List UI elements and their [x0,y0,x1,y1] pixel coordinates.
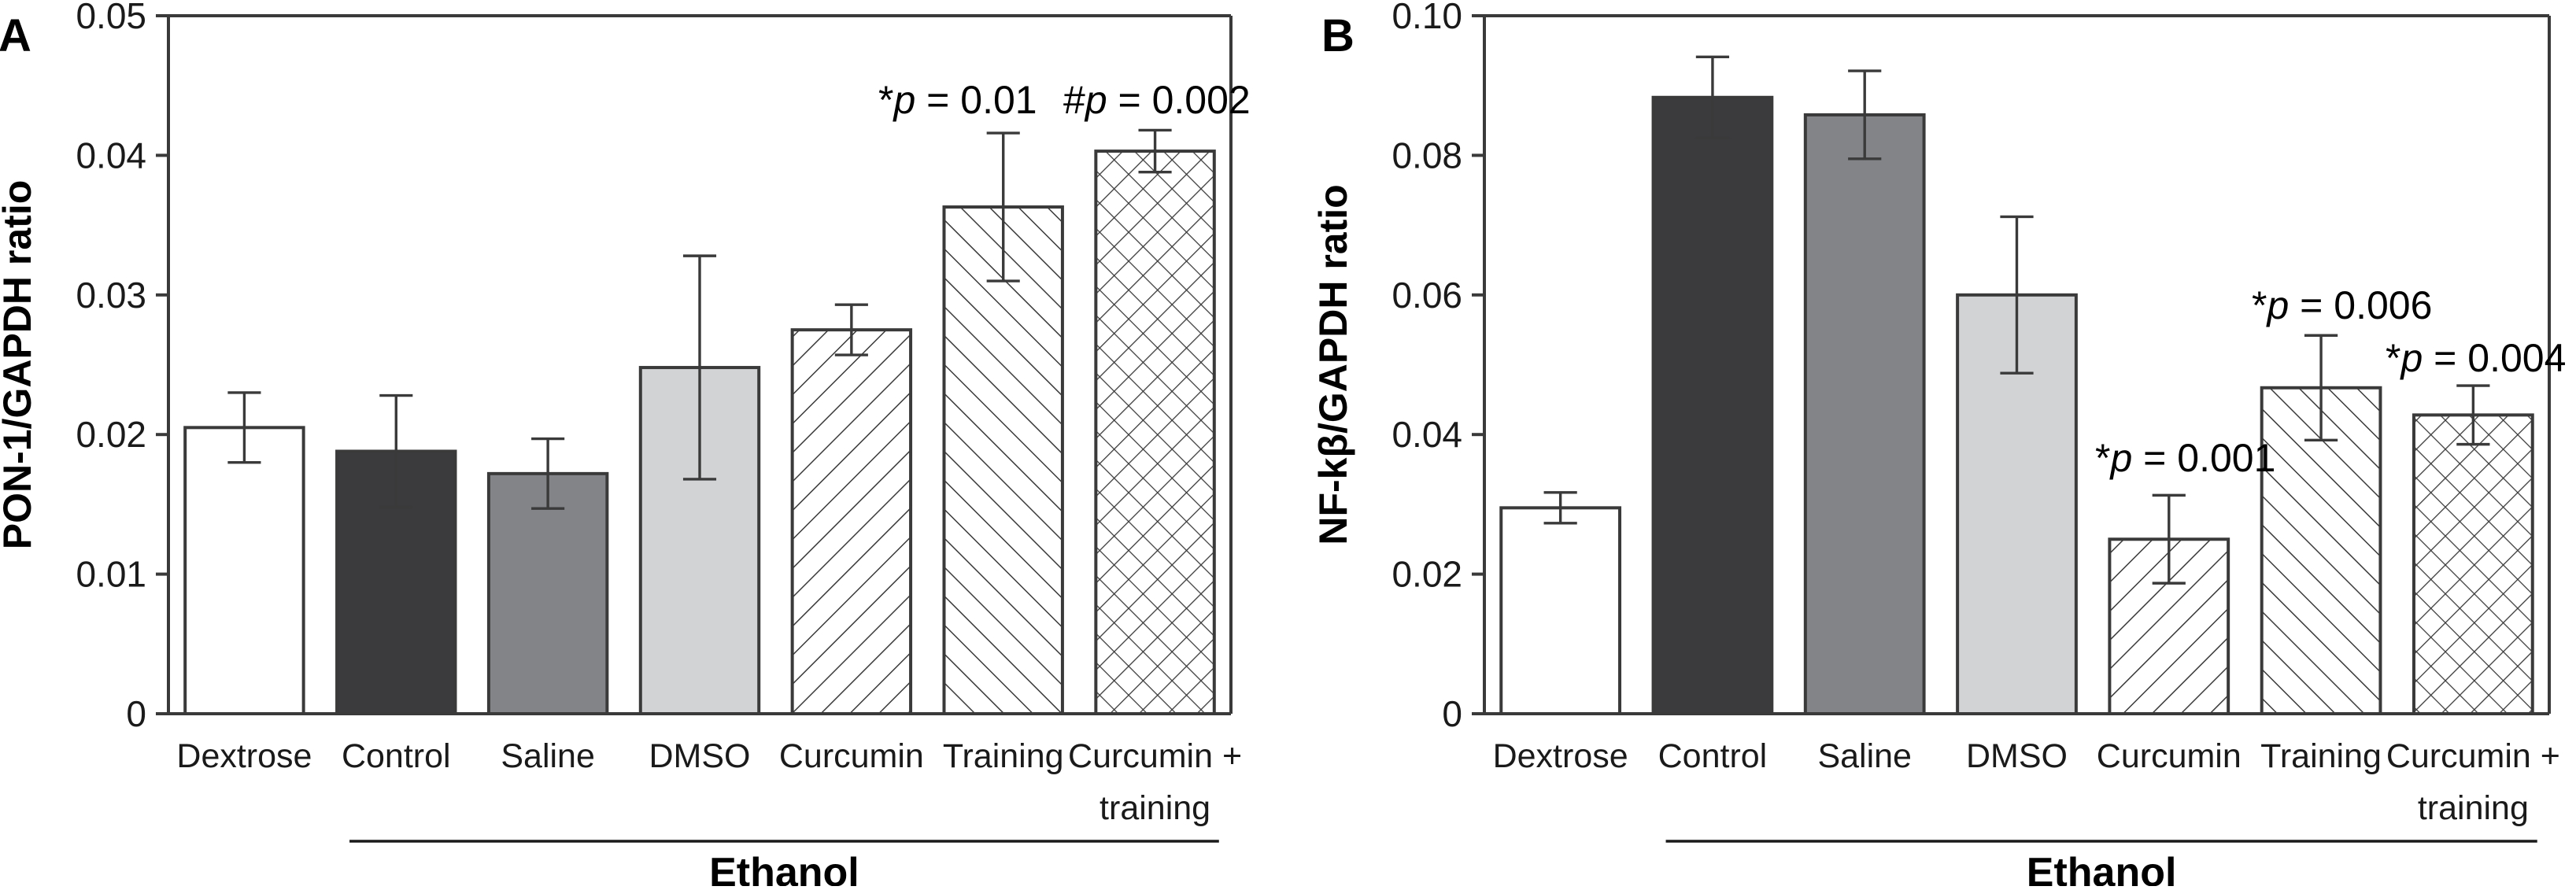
svg-text:*p = 0.006: *p = 0.006 [2252,283,2432,327]
svg-text:PON-1/GAPDH ratio: PON-1/GAPDH ratio [0,180,39,550]
svg-text:Saline: Saline [501,737,595,775]
svg-text:*p = 0.004: *p = 0.004 [2386,336,2566,380]
svg-text:Training: Training [943,737,1064,775]
svg-text:0.05: 0.05 [76,0,146,36]
svg-text:Ethanol: Ethanol [709,850,859,886]
svg-text:0.03: 0.03 [76,275,146,316]
svg-text:0.04: 0.04 [1391,414,1462,455]
svg-text:Control: Control [342,737,451,775]
svg-text:Ethanol: Ethanol [2027,850,2177,886]
svg-text:Curcumin +: Curcumin + [2386,737,2560,775]
svg-text:0.10: 0.10 [1391,0,1462,36]
svg-text:DMSO: DMSO [649,737,751,775]
svg-text:0.08: 0.08 [1391,135,1462,175]
svg-text:Saline: Saline [1817,737,1912,775]
svg-text:training: training [2418,789,2529,827]
svg-text:*p = 0.01: *p = 0.01 [878,78,1037,122]
svg-text:0.02: 0.02 [76,414,146,455]
svg-text:0: 0 [1442,693,1462,734]
svg-text:DMSO: DMSO [1966,737,2068,775]
svg-text:Curcumin: Curcumin [779,737,924,775]
svg-text:Dextrose: Dextrose [176,737,312,775]
svg-text:Training: Training [2260,737,2382,775]
svg-text:Curcumin: Curcumin [2097,737,2242,775]
svg-text:#p = 0.002: #p = 0.002 [1063,78,1251,122]
svg-text:Dextrose: Dextrose [1493,737,1628,775]
svg-text:training: training [1100,789,1210,827]
svg-text:0: 0 [126,693,146,734]
svg-text:0.04: 0.04 [76,135,146,175]
svg-text:Control: Control [1658,737,1768,775]
svg-text:Curcumin +: Curcumin + [1068,737,1242,775]
svg-text:B: B [1321,10,1355,61]
svg-text:*p = 0.001: *p = 0.001 [2095,436,2275,480]
svg-text:A: A [0,10,31,61]
svg-text:0.01: 0.01 [76,554,146,595]
svg-text:0.02: 0.02 [1391,554,1462,595]
svg-text:0.06: 0.06 [1391,275,1462,316]
svg-text:NF-kβ/GAPDH ratio: NF-kβ/GAPDH ratio [1311,184,1355,545]
